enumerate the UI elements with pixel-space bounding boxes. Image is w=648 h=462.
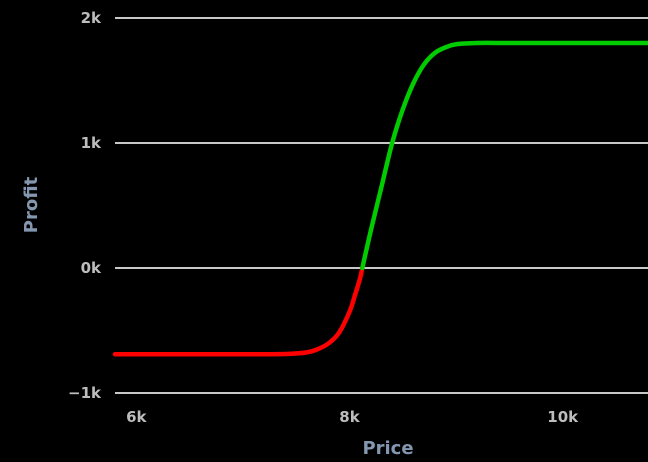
profit-series-line [360,40,648,271]
y-tick-label: 2k [81,9,102,27]
x-tick-label: 10k [547,408,579,426]
y-tick-label: 0k [81,259,102,277]
x-tick-label: 8k [339,408,360,426]
series-layer [112,40,648,357]
y-tick-label: 1k [81,134,102,152]
y-axis-title: Profit [21,176,42,233]
x-tick-labels: 6k 8k 10k [126,408,579,426]
loss-series-line [112,265,365,357]
y-tick-label: −1k [68,384,102,402]
y-tick-labels: 2k 1k 0k −1k [68,9,102,402]
x-axis-title: Price [362,438,413,458]
grid-layer [115,17,648,394]
x-tick-label: 6k [126,408,147,426]
